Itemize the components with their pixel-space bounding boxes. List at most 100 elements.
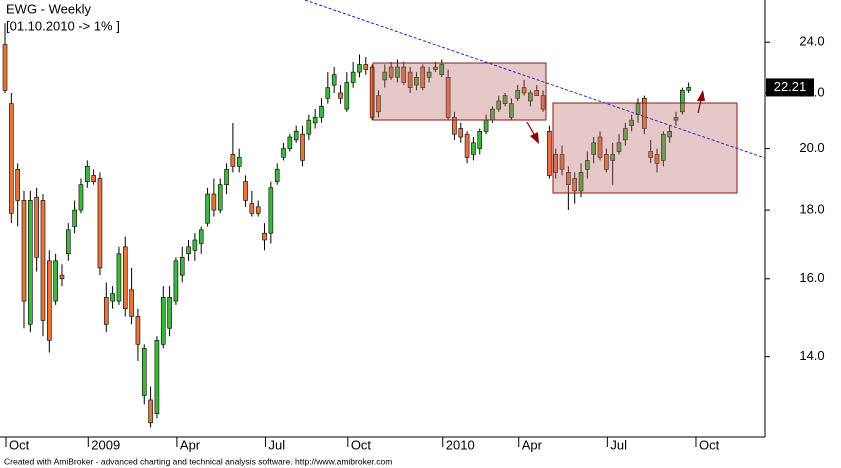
candle-body [464, 133, 470, 158]
annotations [304, 0, 766, 194]
trend-line [304, 0, 766, 159]
candle-body [534, 90, 540, 96]
candle-body [205, 193, 210, 224]
candle-body [243, 181, 248, 201]
arrow-head [530, 132, 539, 144]
candle-body [585, 160, 590, 170]
candle-body [667, 131, 672, 138]
candle-body [15, 169, 20, 201]
candle-body [28, 200, 33, 325]
candle-body [363, 64, 369, 70]
candle-body [268, 187, 274, 234]
candle-body [281, 148, 286, 158]
candle-body [129, 289, 134, 317]
candle-body [502, 95, 508, 104]
candle-body [300, 133, 305, 161]
last-price-box [766, 78, 814, 97]
candle-body [458, 128, 464, 138]
candle-body [591, 142, 596, 155]
candle-body [211, 193, 217, 211]
candle-body [610, 154, 615, 161]
candle-body [230, 154, 236, 167]
candle-body [135, 316, 141, 345]
candle-body [331, 74, 337, 86]
candle-body [445, 76, 451, 118]
candle-body [198, 229, 204, 244]
last-price-label: 22.21 [774, 79, 807, 94]
candle-body [186, 246, 191, 255]
candle-body [357, 64, 362, 73]
candle-body [686, 87, 691, 91]
y-tick-label: 18.0 [799, 201, 824, 216]
x-tick-label: 2009 [91, 437, 120, 452]
candle-body [350, 71, 356, 83]
chart-subtitle: [01.10.2010 -> 1% ] [6, 18, 120, 33]
candle-body [59, 274, 65, 280]
candle-body [477, 131, 483, 149]
candle-body [110, 293, 115, 302]
candle-body [496, 100, 502, 110]
range-box [372, 62, 547, 121]
candle-body [629, 119, 634, 126]
candle-body [122, 246, 128, 310]
candle-body [420, 66, 426, 88]
arrow-shaft [697, 99, 702, 114]
candle-body [369, 66, 375, 118]
candle-body [103, 297, 109, 325]
candle-body [547, 131, 552, 176]
candle-body [141, 348, 147, 396]
candle-body [338, 92, 343, 99]
candle-body [395, 66, 400, 78]
candle-body [680, 90, 685, 113]
candle-body [293, 131, 299, 141]
candle-body [192, 239, 198, 251]
candle-body [84, 166, 90, 182]
candle-body [426, 71, 432, 78]
candle-body [521, 87, 527, 94]
candle-body [382, 71, 388, 81]
candle-body [673, 117, 679, 121]
y-tick-label: 24.0 [799, 34, 824, 49]
y-tick-label: 20.0 [799, 140, 824, 155]
candle-body [604, 154, 609, 170]
candle-body [78, 184, 84, 211]
candle-body [287, 136, 293, 149]
candle-body [401, 66, 407, 83]
x-tick-label: Oct [351, 437, 372, 452]
candle-body [661, 133, 666, 161]
candle-body [483, 119, 489, 132]
x-tick-label: Oct [699, 437, 720, 452]
y-tick-label: 16.0 [799, 270, 824, 285]
x-tick-label: Oct [9, 437, 30, 452]
candle-body [160, 297, 166, 345]
candle-body [642, 97, 647, 129]
candle-body [9, 103, 14, 214]
candle-body [2, 44, 8, 91]
candle-body [66, 229, 71, 255]
candle-body [540, 95, 546, 110]
arrow-head [697, 90, 705, 101]
footer: Created with AmiBroker - advanced charti… [4, 456, 392, 466]
x-tick-label: Apr [180, 437, 201, 452]
candle-body [648, 151, 653, 158]
candle-body [597, 136, 603, 158]
candle-body [414, 76, 419, 86]
arrow-shaft [526, 121, 536, 137]
candle-body [509, 103, 514, 118]
candle-body [72, 209, 77, 227]
y-tick-label: 14.0 [799, 348, 824, 363]
candle-body [566, 172, 571, 185]
candle-body [433, 66, 438, 70]
candle-body [578, 172, 584, 192]
candle-body [255, 206, 261, 214]
x-tick-label: Jul [269, 437, 286, 452]
candle-body [528, 92, 533, 102]
candle-body [553, 154, 559, 173]
candle-body [388, 66, 394, 78]
candle-body [376, 95, 381, 113]
candle-body [616, 142, 622, 152]
candle-body [559, 154, 565, 170]
candle-body [274, 169, 280, 182]
